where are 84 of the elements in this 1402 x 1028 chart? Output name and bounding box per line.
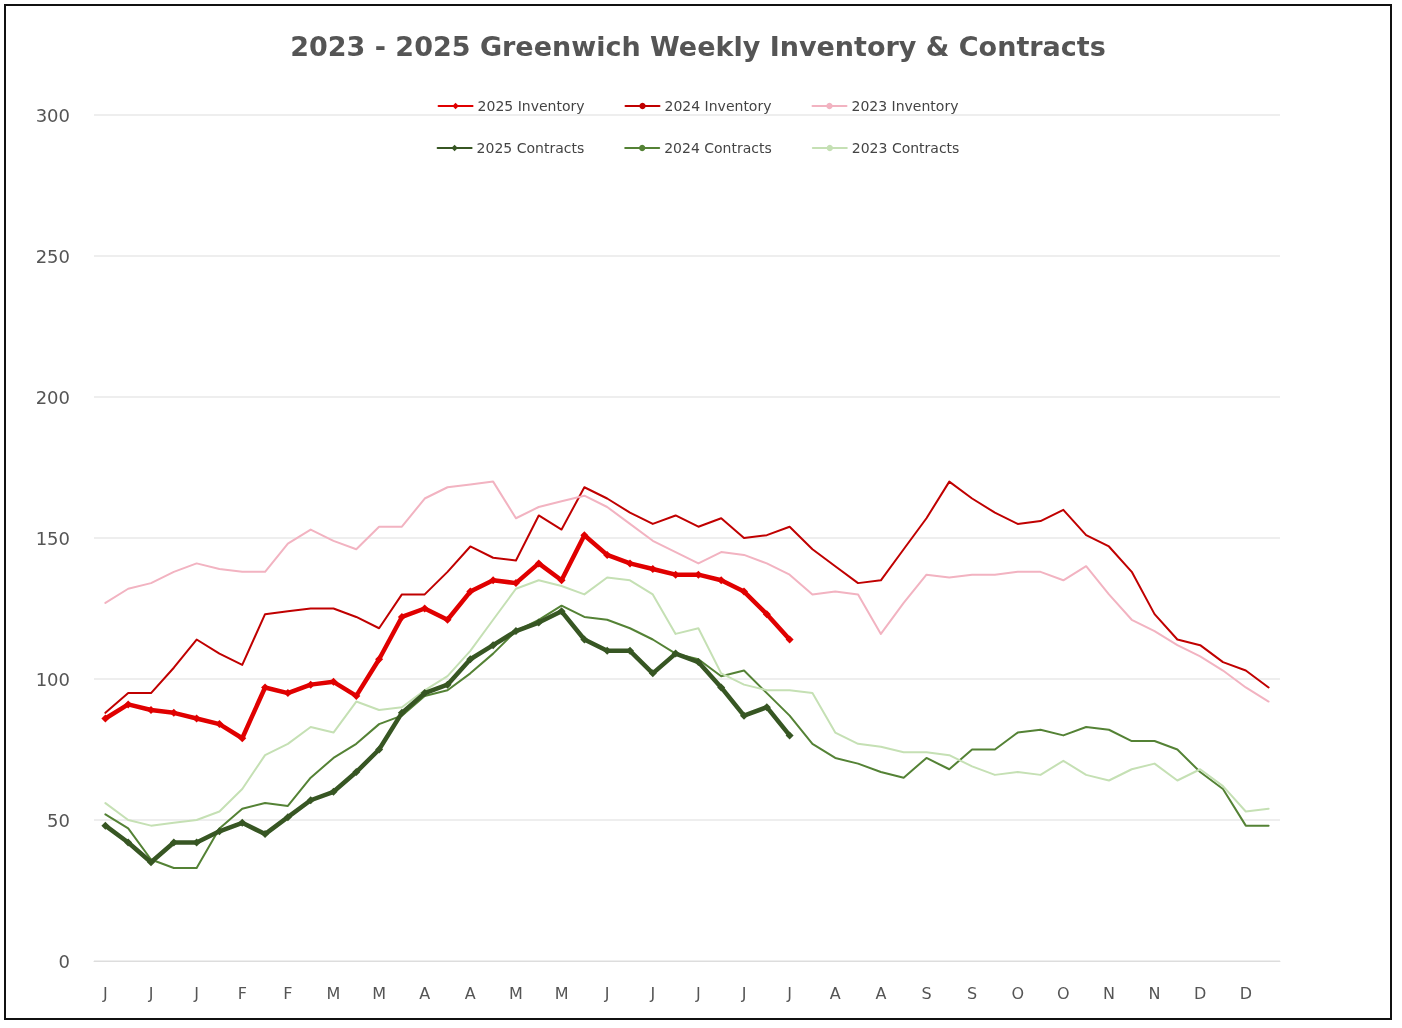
point bbox=[443, 680, 452, 689]
point bbox=[717, 683, 726, 692]
point bbox=[124, 838, 133, 847]
x-tick-label: J bbox=[649, 983, 656, 1003]
point bbox=[238, 734, 247, 743]
x-tick-label: J bbox=[147, 983, 154, 1003]
point bbox=[261, 830, 270, 839]
y-tick-label: 200 bbox=[35, 386, 70, 408]
legend-label: 2025 Inventory bbox=[477, 98, 585, 114]
point bbox=[740, 711, 749, 720]
x-tick-label: O bbox=[1011, 983, 1025, 1003]
y-tick-label: 300 bbox=[35, 104, 70, 126]
point bbox=[147, 858, 156, 867]
point bbox=[215, 720, 224, 729]
point bbox=[215, 827, 224, 836]
point bbox=[352, 768, 361, 777]
point bbox=[466, 587, 475, 596]
point bbox=[785, 635, 794, 644]
y-tick-label: 0 bbox=[58, 950, 70, 972]
point bbox=[238, 818, 247, 827]
x-tick-label: J bbox=[740, 983, 747, 1003]
point bbox=[762, 610, 771, 619]
x-tick-label: J bbox=[786, 983, 792, 1003]
y-tick-label: 250 bbox=[35, 245, 70, 267]
point bbox=[306, 680, 315, 689]
point bbox=[511, 627, 520, 636]
x-tick-label: O bbox=[1057, 983, 1070, 1003]
point bbox=[534, 618, 543, 627]
point bbox=[329, 787, 338, 796]
point bbox=[420, 604, 429, 613]
y-tick-label: 100 bbox=[35, 668, 70, 690]
x-tick-label: J bbox=[102, 983, 108, 1003]
point bbox=[466, 655, 475, 664]
legend-label: 2023 Contracts bbox=[851, 140, 960, 156]
point bbox=[375, 745, 384, 754]
line-series bbox=[104, 576, 1270, 827]
x-tick-label: A bbox=[419, 983, 431, 1003]
y-tick-label: 150 bbox=[35, 527, 70, 549]
point bbox=[717, 576, 726, 585]
point bbox=[397, 612, 406, 621]
line-series bbox=[104, 604, 1270, 869]
point bbox=[306, 796, 315, 805]
x-tick-label: J bbox=[193, 983, 199, 1003]
x-tick-label: F bbox=[237, 983, 247, 1003]
x-tick-label: J bbox=[603, 983, 610, 1003]
point bbox=[375, 655, 384, 664]
x-tick-label: N bbox=[1148, 983, 1161, 1003]
x-tick-label: D bbox=[1239, 983, 1252, 1003]
point bbox=[648, 669, 657, 678]
point bbox=[101, 714, 110, 723]
x-tick-label: M bbox=[326, 983, 341, 1003]
point bbox=[557, 607, 566, 616]
point bbox=[671, 649, 680, 658]
point bbox=[397, 708, 406, 717]
x-tick-label: M bbox=[372, 983, 386, 1003]
x-tick-label: M bbox=[509, 983, 523, 1003]
x-tick-label: A bbox=[829, 983, 841, 1003]
point bbox=[283, 813, 292, 822]
point bbox=[534, 559, 543, 568]
point bbox=[694, 658, 703, 667]
chart-title: 2023 - 2025 Greenwich Weekly Inventory & Contracts bbox=[290, 31, 1106, 62]
point bbox=[625, 559, 634, 568]
point bbox=[420, 689, 429, 698]
point bbox=[101, 821, 110, 830]
point bbox=[489, 641, 498, 650]
x-tick-label: D bbox=[1194, 983, 1207, 1003]
x-tick-label: M bbox=[554, 983, 569, 1003]
x-tick-label: A bbox=[875, 983, 887, 1003]
y-tick-label: 50 bbox=[47, 809, 70, 831]
legend-label: 2024 Contracts bbox=[664, 140, 772, 156]
point bbox=[740, 587, 749, 596]
legend-label: 2025 Contracts bbox=[476, 140, 585, 156]
x-tick-label: N bbox=[1102, 983, 1115, 1003]
x-tick-label: F bbox=[283, 983, 293, 1003]
point bbox=[443, 615, 452, 624]
point bbox=[785, 731, 794, 740]
x-tick-label: S bbox=[967, 983, 978, 1003]
point bbox=[352, 691, 361, 700]
x-tick-label: S bbox=[921, 983, 932, 1003]
x-tick-label: A bbox=[464, 983, 476, 1003]
legend-label: 2024 Inventory bbox=[664, 98, 772, 114]
x-tick-label: J bbox=[695, 983, 701, 1003]
point bbox=[580, 635, 589, 644]
legend-label: 2023 Inventory bbox=[851, 98, 959, 114]
